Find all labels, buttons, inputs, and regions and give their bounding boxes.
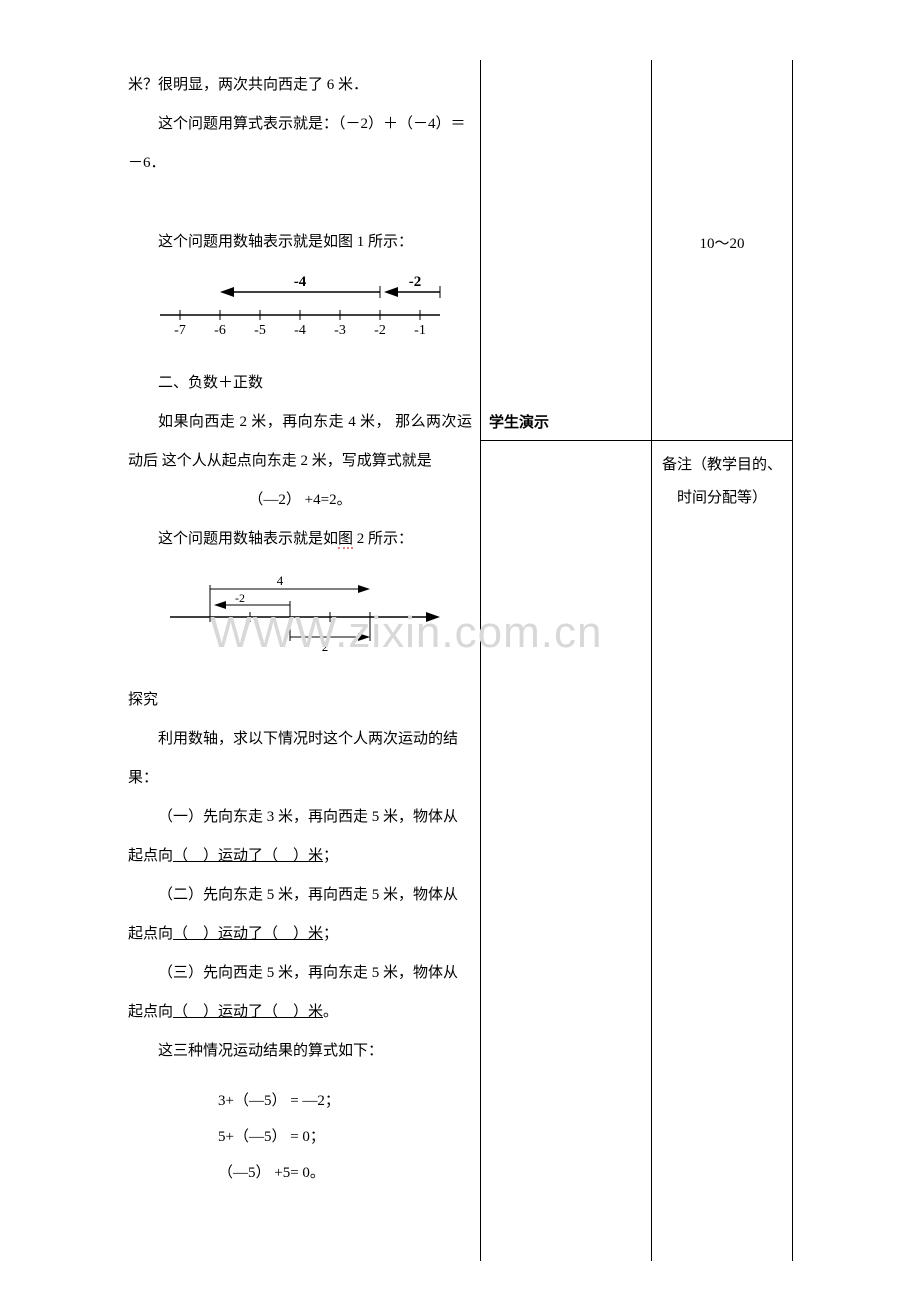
eq-1: 3+（—5） = —2； bbox=[128, 1083, 472, 1119]
svg-text:-2: -2 bbox=[235, 591, 245, 605]
svg-text:-5: -5 bbox=[254, 323, 266, 338]
item-3: （三）先向西走 5 米，再向东走 5 米，物体从起点向（ ）运动了（ ）米。 bbox=[128, 954, 472, 1032]
para-line1: 米？很明显，两次共向西走了 6 米． bbox=[128, 66, 472, 105]
svg-text:-3: -3 bbox=[334, 323, 346, 338]
item-1: （一）先向东走 3 米，再向西走 5 米，物体从起点向（ ）运动了（ ）米； bbox=[128, 798, 472, 876]
svg-text:2: 2 bbox=[322, 639, 329, 654]
figure-1: -7 -6 -5 -4 -3 -2 bbox=[128, 270, 472, 356]
eq-2: 5+（—5） = 0； bbox=[128, 1119, 472, 1155]
para-line3: 这个问题用数轴表示就是如图 1 所示： bbox=[128, 223, 472, 262]
right-note: 备注（教学目的、 时间分配等） bbox=[652, 441, 792, 523]
svg-text:-1: -1 bbox=[414, 323, 426, 338]
svg-text:-7: -7 bbox=[174, 323, 186, 338]
right-time-range: 10～20 bbox=[652, 220, 792, 269]
svg-text:-2: -2 bbox=[374, 323, 386, 338]
item-2: （二）先向东走 5 米，再向西走 5 米，物体从起点向（ ）运动了（ ）米； bbox=[128, 876, 472, 954]
explore-p1: 利用数轴，求以下情况时这个人两次运动的结果： bbox=[128, 720, 472, 798]
result-intro: 这三种情况运动结果的算式如下： bbox=[128, 1032, 472, 1071]
left-column-content: 米？很明显，两次共向西走了 6 米． 这个问题用算式表示就是：（－2）＋（－4）… bbox=[120, 60, 480, 1197]
svg-text:4: 4 bbox=[277, 573, 284, 588]
eq-3: （—5） +5= 0。 bbox=[128, 1155, 472, 1191]
mid-label-student-demo: 学生演示 bbox=[481, 400, 651, 446]
para-line2: 这个问题用算式表示就是：（－2）＋（－4）＝－6． bbox=[128, 105, 472, 183]
svg-text:-4: -4 bbox=[294, 323, 306, 338]
section2-p1: 如果向西走 2 米，再向东走 4 米， 那么两次运动后 这个人从起点向东走 2 … bbox=[128, 403, 472, 481]
svg-text:-2: -2 bbox=[409, 274, 422, 290]
section2-eq: （—2） +4=2。 bbox=[128, 481, 472, 520]
lesson-table: 米？很明显，两次共向西走了 6 米． 这个问题用算式表示就是：（－2）＋（－4）… bbox=[120, 60, 793, 1261]
section2-p2: 这个问题用数轴表示就是如图 2 所示： bbox=[128, 520, 472, 559]
section2-title: 二、负数＋正数 bbox=[128, 364, 472, 403]
explore-heading: 探究 bbox=[128, 681, 472, 720]
figure-2: 4 -2 2 bbox=[128, 567, 472, 673]
svg-text:-4: -4 bbox=[294, 274, 307, 290]
svg-text:-6: -6 bbox=[214, 323, 226, 338]
